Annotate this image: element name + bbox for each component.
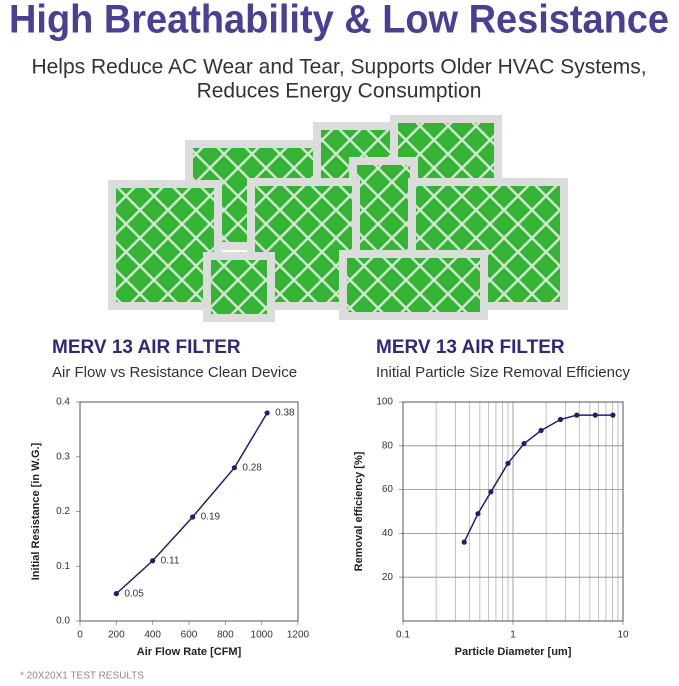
chart-subtitle: Initial Particle Size Removal Efficiency <box>376 364 630 381</box>
plot-frame <box>402 401 624 622</box>
data-point <box>610 412 616 418</box>
data-point <box>461 539 467 545</box>
x-axis-label: Air Flow Rate [CFM] <box>137 646 242 658</box>
y-tick-label: 60 <box>382 484 394 495</box>
data-label: 0.28 <box>242 462 262 473</box>
chart-title: MERV 13 AIR FILTER <box>52 337 241 358</box>
chart-title: MERV 13 AIR FILTER <box>376 337 565 358</box>
filters-image <box>108 115 568 322</box>
data-label: 0.38 <box>275 408 295 419</box>
data-point <box>574 412 580 418</box>
data-label: 0.05 <box>124 588 144 599</box>
x-tick-label: 0 <box>77 630 83 641</box>
data-point <box>190 514 196 520</box>
data-point <box>488 489 494 495</box>
page-subtitle: Helps Reduce AC Wear and Tear, Supports … <box>31 56 646 79</box>
data-point <box>521 441 527 447</box>
y-tick-label: 0.0 <box>56 616 70 627</box>
page-subtitle: Reduces Energy Consumption <box>197 80 482 103</box>
data-line <box>115 412 268 595</box>
page-title: High Breathability & Low Resistance <box>9 0 669 42</box>
data-point <box>150 558 156 564</box>
y-tick-label: 0.1 <box>56 561 70 572</box>
y-axis-label: Removal efficiency [%] <box>353 451 365 571</box>
data-label: 0.11 <box>161 555 180 566</box>
x-tick-label: 1000 <box>251 630 274 641</box>
x-tick-label: 200 <box>108 630 125 641</box>
x-tick-label: 400 <box>144 630 161 641</box>
x-tick-label: 800 <box>217 630 234 641</box>
data-point <box>113 591 119 597</box>
data-point <box>475 511 481 517</box>
data-point <box>538 427 544 434</box>
y-tick-label: 0.4 <box>56 397 70 408</box>
data-point <box>557 416 564 423</box>
x-tick-label: 1200 <box>287 630 310 641</box>
x-tick-label: 600 <box>181 630 198 641</box>
y-tick-label: 0.3 <box>56 451 70 462</box>
y-tick-label: 40 <box>382 528 394 539</box>
x-tick-label: 0.1 <box>396 630 410 641</box>
y-tick-label: 100 <box>376 397 393 408</box>
data-line <box>463 414 613 543</box>
data-point <box>505 460 511 466</box>
data-point <box>264 410 270 416</box>
plot-frame <box>79 401 299 622</box>
chart-subtitle: Air Flow vs Resistance Clean Device <box>52 364 297 381</box>
data-point <box>231 465 238 471</box>
x-tick-label: 1 <box>510 630 516 641</box>
footnote: * 20X20X1 TEST RESULTS <box>20 671 144 681</box>
y-axis-label: Initial Resistance [in W.G.] <box>30 442 42 580</box>
y-tick-label: 80 <box>382 440 394 451</box>
x-axis-label: Particle Diameter [um] <box>455 646 572 658</box>
y-tick-label: 0.2 <box>56 506 70 517</box>
data-point <box>592 412 598 418</box>
data-label: 0.19 <box>201 512 221 523</box>
x-tick-label: 10 <box>617 630 629 641</box>
y-tick-label: 20 <box>382 572 394 583</box>
